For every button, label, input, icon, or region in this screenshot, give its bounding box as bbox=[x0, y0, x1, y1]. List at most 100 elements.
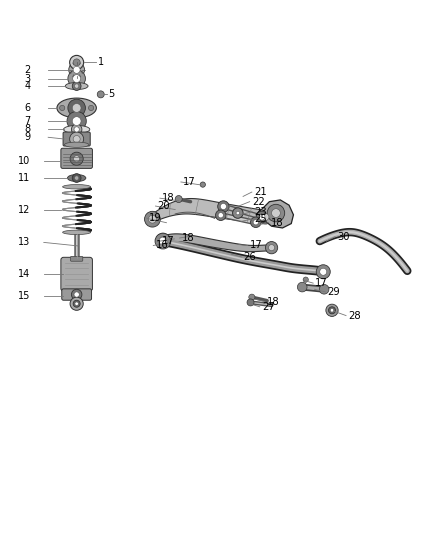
Circle shape bbox=[249, 294, 255, 300]
Circle shape bbox=[262, 214, 269, 221]
Circle shape bbox=[69, 62, 85, 78]
Circle shape bbox=[236, 211, 240, 215]
Text: 16: 16 bbox=[155, 240, 168, 251]
Text: 17: 17 bbox=[183, 177, 196, 187]
Text: 19: 19 bbox=[149, 213, 162, 223]
Circle shape bbox=[159, 237, 167, 245]
Circle shape bbox=[258, 210, 272, 224]
Circle shape bbox=[71, 289, 82, 300]
Circle shape bbox=[320, 268, 327, 275]
Circle shape bbox=[73, 66, 80, 74]
Circle shape bbox=[68, 99, 85, 117]
Text: 17: 17 bbox=[250, 240, 262, 251]
Text: 23: 23 bbox=[254, 207, 267, 217]
Circle shape bbox=[328, 307, 336, 314]
Circle shape bbox=[256, 211, 268, 223]
Circle shape bbox=[145, 211, 160, 227]
FancyBboxPatch shape bbox=[63, 132, 90, 146]
Text: 17: 17 bbox=[315, 278, 328, 288]
Circle shape bbox=[73, 59, 80, 66]
Circle shape bbox=[272, 209, 280, 217]
Circle shape bbox=[70, 55, 84, 69]
Text: 6: 6 bbox=[24, 103, 30, 113]
Circle shape bbox=[73, 135, 80, 142]
Circle shape bbox=[218, 201, 229, 212]
Circle shape bbox=[297, 282, 307, 292]
Text: 18: 18 bbox=[267, 296, 280, 306]
Circle shape bbox=[215, 210, 226, 221]
Circle shape bbox=[259, 214, 265, 220]
Circle shape bbox=[233, 208, 243, 219]
FancyBboxPatch shape bbox=[71, 256, 83, 261]
Circle shape bbox=[97, 91, 104, 98]
Circle shape bbox=[220, 204, 226, 209]
Text: 29: 29 bbox=[328, 287, 340, 297]
Circle shape bbox=[330, 309, 334, 312]
FancyBboxPatch shape bbox=[61, 148, 92, 168]
Ellipse shape bbox=[65, 83, 88, 90]
Circle shape bbox=[74, 84, 79, 88]
Circle shape bbox=[67, 111, 86, 131]
Text: 13: 13 bbox=[18, 237, 30, 247]
Polygon shape bbox=[258, 200, 293, 228]
Circle shape bbox=[72, 103, 81, 112]
Text: 17: 17 bbox=[162, 236, 175, 246]
Text: 26: 26 bbox=[244, 252, 256, 262]
Circle shape bbox=[70, 132, 84, 146]
Circle shape bbox=[247, 299, 254, 306]
Circle shape bbox=[72, 174, 81, 182]
Text: 18: 18 bbox=[162, 193, 175, 203]
Circle shape bbox=[218, 213, 223, 218]
Text: 28: 28 bbox=[348, 311, 361, 320]
Circle shape bbox=[74, 292, 79, 297]
Text: 14: 14 bbox=[18, 269, 30, 279]
Text: 10: 10 bbox=[18, 156, 30, 166]
Circle shape bbox=[303, 277, 308, 282]
Circle shape bbox=[253, 220, 258, 225]
Ellipse shape bbox=[63, 230, 91, 235]
Circle shape bbox=[72, 82, 81, 91]
Text: 21: 21 bbox=[254, 187, 267, 197]
Circle shape bbox=[326, 304, 338, 317]
Text: 12: 12 bbox=[18, 205, 30, 215]
Text: 4: 4 bbox=[24, 81, 30, 91]
Circle shape bbox=[88, 106, 94, 110]
Circle shape bbox=[72, 117, 81, 125]
Circle shape bbox=[70, 152, 83, 165]
Circle shape bbox=[234, 209, 241, 216]
Circle shape bbox=[74, 176, 79, 180]
Circle shape bbox=[155, 233, 171, 249]
Text: 7: 7 bbox=[24, 116, 30, 126]
Text: 1: 1 bbox=[98, 58, 104, 67]
Text: 20: 20 bbox=[158, 201, 170, 211]
Text: 27: 27 bbox=[262, 302, 275, 312]
Text: 22: 22 bbox=[252, 197, 265, 207]
Text: 9: 9 bbox=[24, 132, 30, 142]
Circle shape bbox=[74, 127, 79, 132]
Text: 30: 30 bbox=[337, 232, 350, 242]
Circle shape bbox=[70, 297, 83, 310]
Circle shape bbox=[71, 124, 82, 135]
Circle shape bbox=[74, 156, 80, 162]
Text: 18: 18 bbox=[271, 217, 283, 228]
Circle shape bbox=[73, 300, 80, 307]
Text: 11: 11 bbox=[18, 173, 30, 183]
Polygon shape bbox=[151, 198, 266, 223]
Ellipse shape bbox=[64, 125, 90, 133]
Polygon shape bbox=[162, 234, 272, 252]
Ellipse shape bbox=[63, 184, 91, 189]
Circle shape bbox=[316, 265, 330, 279]
Circle shape bbox=[175, 196, 182, 203]
Circle shape bbox=[251, 217, 261, 228]
Text: 5: 5 bbox=[109, 90, 115, 99]
Circle shape bbox=[73, 75, 81, 83]
Text: 18: 18 bbox=[182, 233, 194, 243]
Circle shape bbox=[75, 302, 78, 305]
Text: 3: 3 bbox=[24, 74, 30, 84]
Text: 8: 8 bbox=[24, 124, 30, 134]
Circle shape bbox=[68, 70, 85, 87]
Circle shape bbox=[267, 204, 285, 222]
Text: 15: 15 bbox=[18, 291, 30, 301]
FancyBboxPatch shape bbox=[61, 257, 92, 291]
Ellipse shape bbox=[64, 142, 89, 147]
